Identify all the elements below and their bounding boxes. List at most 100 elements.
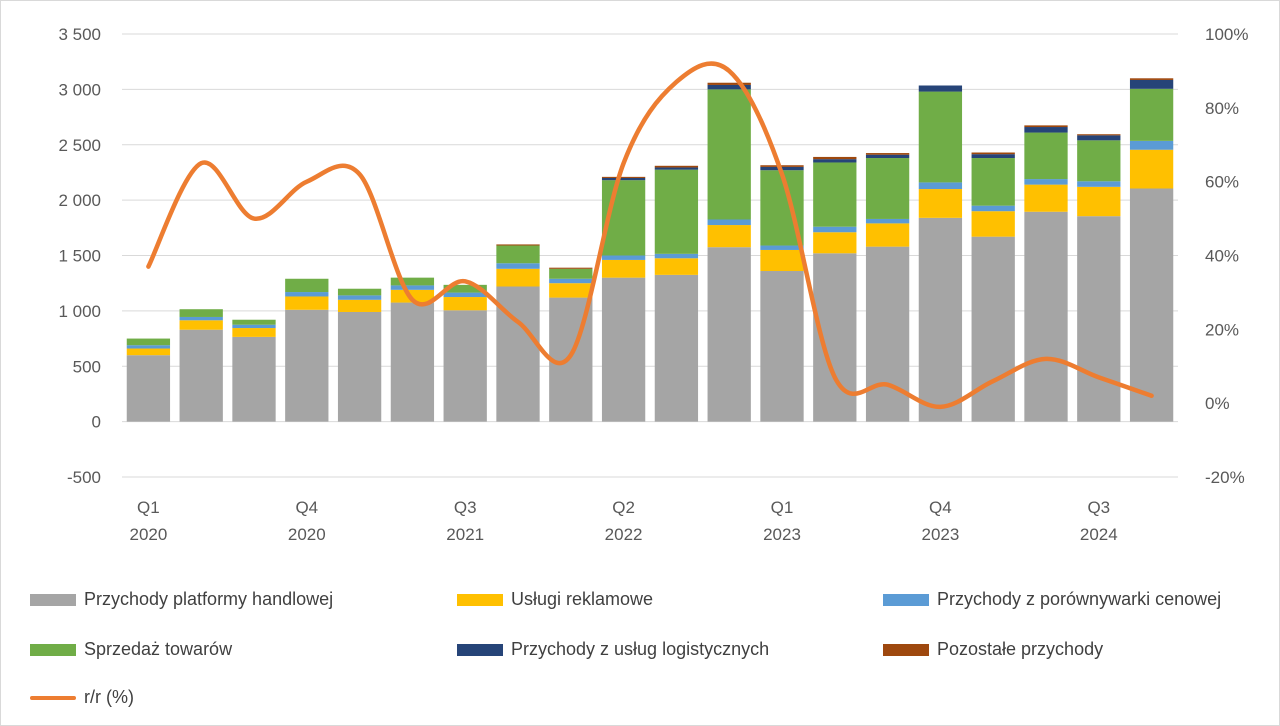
y-right-tick-label: 20% — [1205, 320, 1239, 339]
x-tick-year: 2023 — [763, 525, 801, 544]
bar-segment — [179, 329, 223, 422]
bar-segment — [707, 84, 751, 90]
bar-segment — [813, 226, 857, 233]
bar-segment — [285, 278, 329, 293]
y-right-tick-label: 80% — [1205, 99, 1239, 118]
bar-segment — [496, 245, 540, 264]
left-axis-ticks: -500 0 500 1 000 1 500 2 000 2 500 3 000 3 500 — [58, 25, 101, 487]
x-tick-year: 2020 — [288, 525, 326, 544]
bar-segment — [971, 211, 1015, 237]
x-axis-ticks: Q1 2020 Q4 2020 Q3 2021 Q2 2022 Q1 2023 Q4 2023 Q3 20… — [129, 498, 1117, 544]
bar-segment — [865, 218, 910, 224]
right-axis-ticks: -20% 0% 20% 40% 60% 80% 100% — [1205, 25, 1248, 487]
bar-segment — [232, 328, 276, 337]
bar-segment — [337, 288, 382, 296]
bar-segment — [126, 345, 171, 349]
bar-segment — [918, 182, 963, 190]
bar-segment — [813, 232, 857, 254]
x-tick-quarter: Q4 — [929, 498, 952, 517]
bar-segment — [1129, 149, 1174, 189]
bar-segment — [390, 302, 435, 422]
bar-segment — [813, 156, 857, 160]
bar-segment — [179, 320, 223, 330]
bar-segment — [918, 85, 963, 92]
bar-segment — [1077, 181, 1121, 187]
bar-segment — [496, 268, 540, 287]
bar-segment — [1077, 216, 1121, 422]
bar-segment — [707, 247, 751, 422]
bar-segment — [1129, 188, 1174, 422]
y-right-tick-label: 0% — [1205, 394, 1230, 413]
y-left-tick-label: 3 000 — [58, 80, 101, 99]
y-left-tick-label: 500 — [73, 357, 101, 376]
bar-segment — [865, 223, 910, 247]
x-tick-year: 2020 — [129, 525, 167, 544]
x-tick-year: 2022 — [605, 525, 643, 544]
bar-segment — [390, 277, 435, 286]
y-left-tick-label: -500 — [67, 468, 101, 487]
bar-segment — [654, 169, 699, 254]
bar-segment — [654, 253, 699, 259]
bar-segment — [232, 336, 276, 422]
y-left-tick-label: 0 — [92, 413, 101, 432]
x-tick-quarter: Q1 — [771, 498, 794, 517]
bar-segment — [549, 283, 593, 298]
bar-segment — [865, 246, 910, 422]
bar-segment — [337, 299, 382, 312]
bar-segment — [601, 177, 646, 181]
y-left-tick-label: 1 000 — [58, 302, 101, 321]
bar-segment — [443, 297, 487, 311]
bar-segment — [865, 154, 910, 159]
bar-segment — [971, 152, 1015, 155]
y-left-tick-label: 2 000 — [58, 191, 101, 210]
bar-segment — [390, 285, 435, 290]
bar-segment — [707, 89, 751, 220]
bar-segment — [232, 319, 276, 325]
bar-segment — [443, 310, 487, 422]
bar-segment — [654, 167, 699, 170]
bar-segment — [654, 165, 699, 168]
y-right-tick-label: 60% — [1205, 173, 1239, 192]
bar-segment — [1077, 135, 1121, 141]
x-tick-year: 2023 — [921, 525, 959, 544]
bar-segment — [549, 278, 593, 284]
bar-segment — [390, 289, 435, 303]
bar-segment — [918, 217, 963, 422]
bar-segment — [760, 249, 804, 272]
bar-segment — [337, 295, 382, 300]
x-tick-quarter: Q1 — [137, 498, 160, 517]
bar-segment — [549, 268, 593, 279]
bar-segment — [601, 259, 646, 278]
bar-segment — [865, 158, 910, 219]
y-right-tick-label: -20% — [1205, 468, 1245, 487]
bar-segment — [496, 244, 540, 246]
bar-segment — [707, 225, 751, 248]
y-left-tick-label: 3 500 — [58, 25, 101, 44]
bar-segment — [1024, 125, 1068, 128]
yoy-line-layer — [146, 61, 1154, 410]
bar-segment — [1024, 179, 1068, 185]
bar-segment — [654, 258, 699, 275]
bar-segment — [285, 296, 329, 310]
y-right-tick-label: 40% — [1205, 247, 1239, 266]
bar-segment — [496, 263, 540, 269]
bar-segment — [601, 277, 646, 422]
bar-segment — [971, 154, 1015, 159]
y-left-tick-label: 2 500 — [58, 136, 101, 155]
bar-segment — [707, 82, 751, 85]
bar-segment — [601, 176, 646, 178]
x-tick-year: 2021 — [446, 525, 484, 544]
bar-segment — [813, 159, 857, 163]
revenue-chart: -500 0 500 1 000 1 500 2 000 2 500 3 000 3 500 -… — [58, 25, 1248, 544]
x-tick-year: 2024 — [1080, 525, 1118, 544]
bar-segment — [1077, 186, 1121, 217]
bar-segment — [285, 292, 329, 297]
bar-segment — [601, 255, 646, 260]
bar-segment — [126, 338, 171, 346]
bar-segment — [918, 189, 963, 218]
x-tick-quarter: Q3 — [454, 498, 477, 517]
bar-segment — [707, 219, 751, 226]
bar-segment — [971, 205, 1015, 212]
bar-segment — [1129, 88, 1174, 141]
bar-segment — [1024, 127, 1068, 133]
